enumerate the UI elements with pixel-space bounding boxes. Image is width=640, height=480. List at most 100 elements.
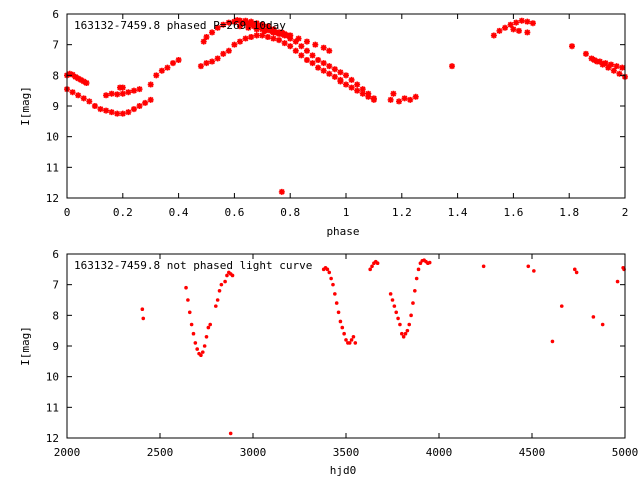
phased-data-point <box>292 47 299 54</box>
phased-data-point <box>298 52 305 59</box>
unphased-data-point <box>342 331 346 336</box>
phased-data-point <box>343 81 349 88</box>
phased-data-point <box>262 27 269 34</box>
unphased-data-point <box>407 322 412 327</box>
phased-data-point <box>513 19 520 26</box>
unphased-data-point <box>208 322 213 327</box>
phased-data-point <box>242 18 249 25</box>
phased-data-point <box>515 27 522 34</box>
phased-data-point <box>270 35 277 42</box>
phased-data-point <box>295 35 302 42</box>
unphased-data-point <box>401 335 406 339</box>
phased-points <box>64 17 628 195</box>
unphased-y-tick-label: 6 <box>52 248 59 261</box>
phased-data-point <box>281 40 288 47</box>
unphased-points <box>140 258 626 436</box>
unphased-data-point <box>219 282 224 287</box>
phased-data-point <box>256 23 263 30</box>
phased-data-point <box>119 90 126 97</box>
phased-data-point <box>610 67 617 74</box>
phased-data-point <box>86 98 93 105</box>
phased-data-point <box>108 90 115 97</box>
unphased-data-point <box>206 325 211 330</box>
phased-x-ticks: 0 0.2 0.4 0.6 0.8 1 1.2 1.4 1.6 1.8 2 <box>64 14 629 219</box>
unphased-data-point <box>340 325 345 330</box>
unphased-data-point <box>334 301 339 305</box>
phased-data-point <box>326 70 333 77</box>
phased-data-point <box>605 64 612 71</box>
phased-data-point <box>103 107 110 114</box>
unphased-data-point <box>189 322 194 327</box>
unphased-plot-title: 163132-7459.8 not phased light curve <box>74 259 312 272</box>
phased-data-point <box>253 32 260 39</box>
phased-y-axis-label: I[mag] <box>19 86 32 126</box>
unphased-data-point <box>418 261 423 266</box>
phased-data-point <box>170 60 177 67</box>
unphased-data-point <box>413 289 417 293</box>
unphased-data-point <box>349 338 354 342</box>
phased-plot-title: 163132-7459.8 phased P=269.10day <box>74 19 286 32</box>
phased-data-point <box>303 47 310 54</box>
phased-data-point <box>259 32 266 39</box>
unphased-data-point <box>344 338 348 342</box>
phased-data-point <box>136 86 143 93</box>
phased-data-point <box>77 76 84 83</box>
phased-data-point <box>75 75 82 82</box>
phased-data-point <box>348 84 355 91</box>
phased-data-point <box>250 23 257 30</box>
unphased-y-tick-label: 9 <box>52 340 59 353</box>
phased-data-point <box>407 96 414 103</box>
phased-data-point <box>303 57 310 63</box>
unphased-x-tick-label: 2500 <box>147 446 174 459</box>
unphased-data-point <box>186 298 190 302</box>
unphased-data-point <box>390 298 395 302</box>
unphased-data-point <box>572 267 577 272</box>
unphased-data-point <box>338 319 343 324</box>
phased-x-tick-label: 1 <box>343 206 350 219</box>
phased-data-point <box>175 57 182 63</box>
phased-data-point <box>507 21 514 28</box>
unphased-data-point <box>347 341 352 345</box>
phased-data-point <box>209 29 216 36</box>
phased-data-point <box>108 109 115 116</box>
phased-data-point <box>69 89 76 96</box>
phased-x-tick-label: 0.6 <box>224 206 244 219</box>
phased-data-point <box>245 24 252 31</box>
unphased-data-point <box>325 267 330 272</box>
unphased-data-point <box>204 335 209 339</box>
phased-data-point <box>209 58 216 65</box>
unphased-data-point <box>329 276 333 281</box>
unphased-data-point <box>600 322 605 327</box>
phased-data-point <box>242 35 249 42</box>
phased-data-point <box>278 30 285 37</box>
phased-data-point <box>97 106 104 113</box>
unphased-data-point <box>327 270 332 275</box>
unphased-y-ticks: 6 7 8 9 10 11 12 <box>46 248 625 445</box>
phased-x-tick-label: 1.4 <box>448 206 468 219</box>
phased-data-point <box>253 20 260 27</box>
phased-data-point <box>354 87 361 94</box>
phased-data-point <box>220 21 227 28</box>
phased-data-point <box>83 80 90 86</box>
unphased-data-point <box>427 260 432 265</box>
phased-y-tick-label: 6 <box>52 8 59 21</box>
phased-y-tick-label: 8 <box>52 69 59 82</box>
phased-data-point <box>136 103 143 109</box>
phased-data-point <box>591 57 598 63</box>
unphased-light-curve-panel: 2000 2500 3000 3500 4000 4500 5000 6789101112 … <box>19 248 638 477</box>
phased-data-point <box>320 67 327 74</box>
unphased-y-tick-label: 8 <box>52 309 59 322</box>
phased-data-point <box>596 58 603 65</box>
unphased-data-point <box>193 341 198 345</box>
unphased-data-point <box>336 310 341 315</box>
unphased-data-point <box>411 301 415 305</box>
unphased-data-point <box>370 264 374 269</box>
phased-x-tick-label: 2 <box>622 206 629 219</box>
unphased-data-point <box>481 264 486 269</box>
phased-data-point <box>320 44 327 51</box>
phased-data-point <box>66 70 73 77</box>
phased-data-point <box>315 64 322 71</box>
phased-data-point <box>245 21 252 28</box>
unphased-data-point <box>368 267 372 272</box>
